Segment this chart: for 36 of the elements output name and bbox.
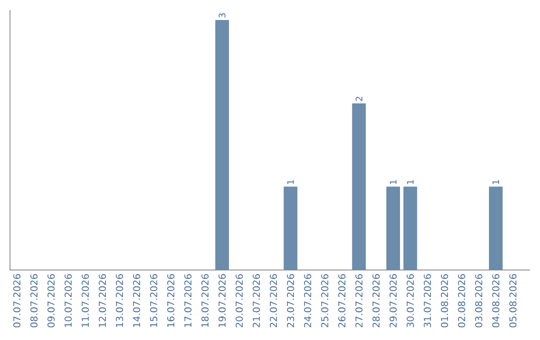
x-tick-label: 14.07.2026 <box>132 274 140 327</box>
x-tick-label: 29.07.2026 <box>390 274 397 328</box>
x-tick-label: 16.07.2026 <box>167 274 174 327</box>
x-tick-label: 18.07.2026 <box>201 274 209 327</box>
data-label: 1 <box>390 180 396 184</box>
x-tick-label: 09.07.2026 <box>47 274 55 328</box>
x-tick-label: 20.07.2026 <box>236 274 243 328</box>
x-tick-label: 07.07.2026 <box>13 274 20 328</box>
x-tick-label: 23.07.2026 <box>286 274 294 328</box>
x-tick-label: 17.07.2026 <box>184 274 192 327</box>
x-tick-label: 12.07.2026 <box>98 274 106 327</box>
x-tick-label: 03.08.2026 <box>475 274 482 328</box>
data-label: 1 <box>406 180 414 184</box>
x-tick-label: 19.07.2026 <box>218 274 226 327</box>
data-label: 1 <box>492 180 500 184</box>
x-tick-label: 26.07.2026 <box>338 274 346 328</box>
x-tick-label: 10.07.2026 <box>64 274 72 327</box>
x-tick-label: 05.08.2026 <box>509 274 516 328</box>
data-label: 1 <box>287 180 294 184</box>
x-tick-label: 15.07.2026 <box>150 274 158 327</box>
x-tick-label: 31.07.2026 <box>424 274 431 328</box>
x-tick-label: 04.08.2026 <box>492 274 500 328</box>
data-label: 2 <box>356 96 362 101</box>
x-tick-label: 24.07.2026 <box>304 274 312 328</box>
x-tick-label: 08.07.2026 <box>30 274 38 328</box>
data-label: 3 <box>218 13 226 18</box>
x-tick-label: 21.07.2026 <box>252 274 260 328</box>
x-tick-label: 13.07.2026 <box>116 274 124 327</box>
x-tick-label: 27.07.2026 <box>355 274 363 328</box>
x-tick-label: 11.07.2026 <box>82 274 89 327</box>
x-tick-label: 28.07.2026 <box>372 274 380 328</box>
x-tick-label: 01.08.2026 <box>440 274 448 328</box>
x-tick-label: 30.07.2026 <box>406 274 414 328</box>
x-tick-label: 22.07.2026 <box>270 274 278 328</box>
x-tick-label: 02.08.2026 <box>458 274 466 328</box>
x-tick-label: 25.07.2026 <box>321 274 328 328</box>
